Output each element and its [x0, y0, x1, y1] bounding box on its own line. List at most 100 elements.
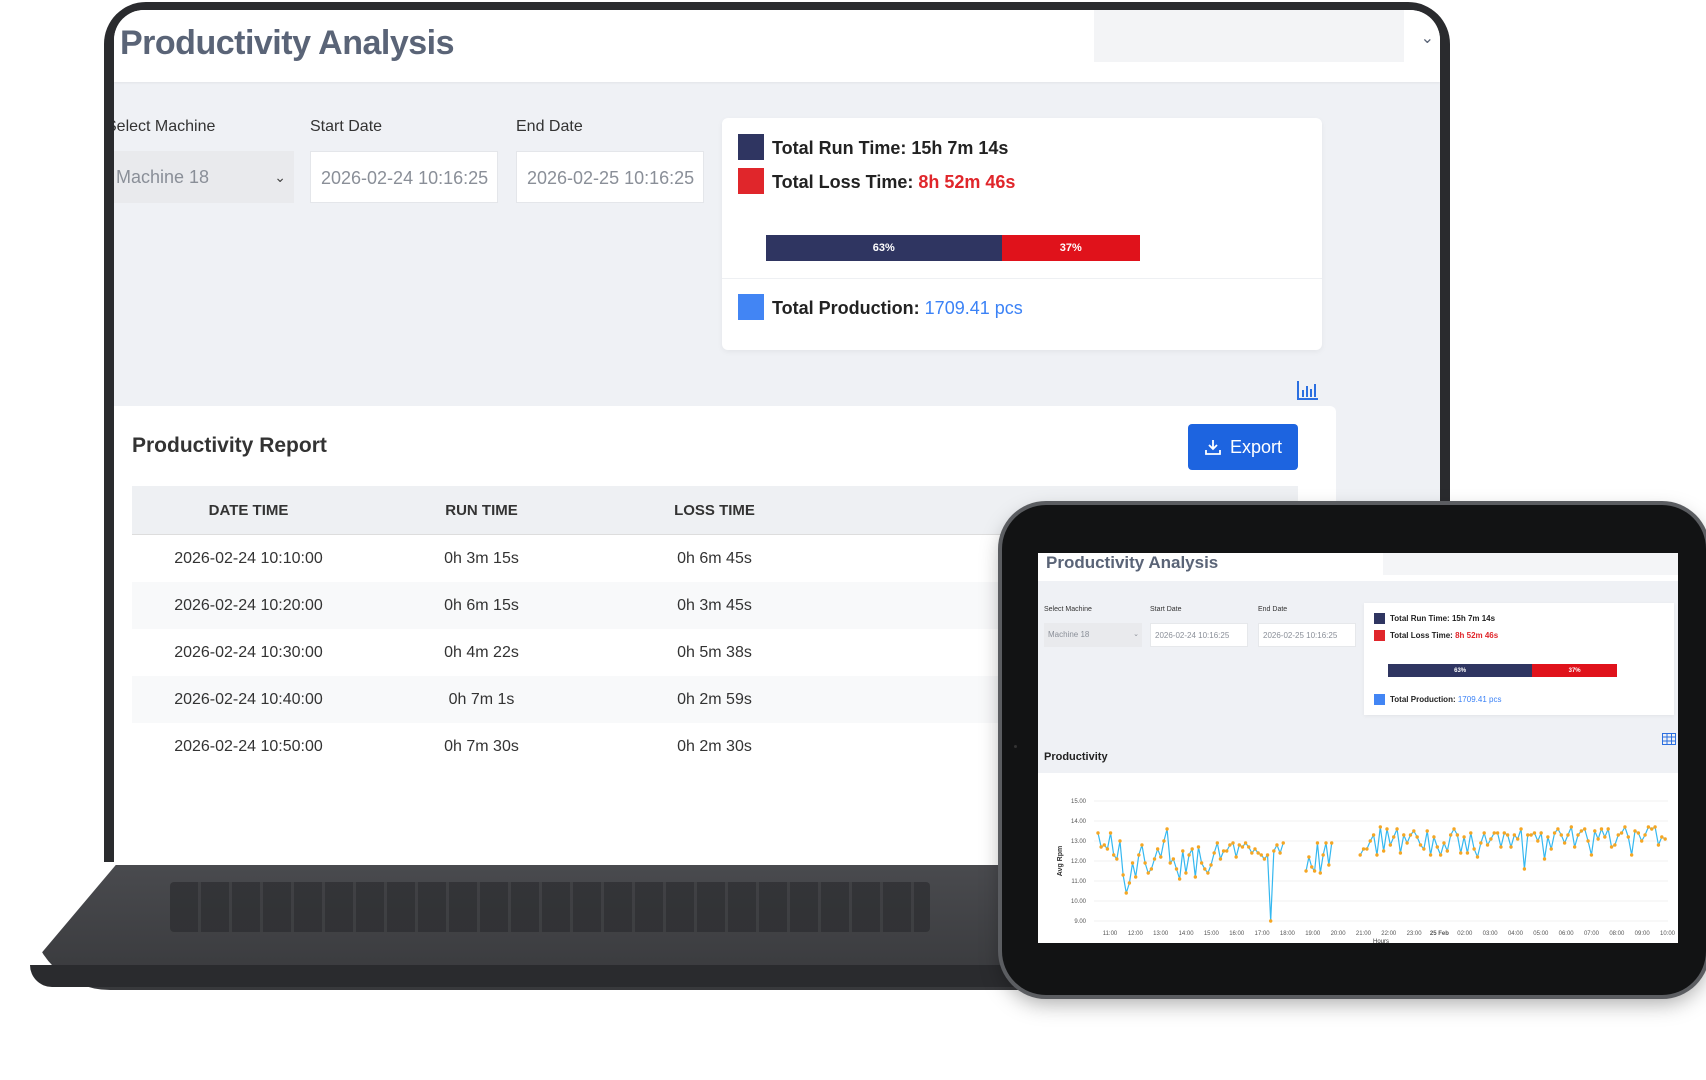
series-line: [1305, 842, 1333, 874]
data-point: [1304, 869, 1308, 873]
series-line: [1359, 824, 1666, 870]
data-point: [1452, 827, 1456, 831]
tablet-start-date-input[interactable]: 2026-02-24 10:16:25: [1150, 623, 1248, 647]
data-point: [1240, 845, 1245, 849]
data-point: [1583, 827, 1587, 831]
table-row: 2026-02-24 10:30:00 0h 4m 22s 0h 5m 38s: [132, 629, 1298, 676]
chevron-down-icon[interactable]: ⌄: [1420, 30, 1434, 47]
data-point: [1388, 843, 1393, 847]
cell-date-time: 2026-02-24 10:30:00: [174, 643, 323, 661]
data-point: [1275, 843, 1279, 847]
data-point: [1482, 831, 1486, 835]
x-tick-label: 04:00: [1508, 931, 1524, 937]
x-tick-label: 09:00: [1635, 931, 1651, 937]
column-header-run-time[interactable]: RUN TIME: [445, 501, 518, 519]
cell-date-time: 2026-02-24 10:50:00: [174, 737, 323, 755]
machine-label: Select Machine: [114, 118, 216, 135]
tablet-loss-time-label: Total Loss Time:: [1390, 631, 1453, 640]
data-point: [1418, 843, 1423, 847]
table-row: 2026-02-24 10:10:00 0h 3m 15s 0h 6m 45s: [132, 535, 1298, 582]
data-point: [1505, 833, 1510, 837]
tablet-loss-time-value: 8h 52m 46s: [1455, 631, 1499, 640]
data-point: [1253, 847, 1257, 851]
export-button[interactable]: Export: [1188, 424, 1298, 470]
x-tick-label: 13:00: [1153, 931, 1169, 937]
tablet-production-label: Total Production:: [1390, 695, 1456, 704]
cell-date-time: 2026-02-24 10:40:00: [174, 690, 323, 708]
y-tick-label: 14.00: [1071, 819, 1087, 825]
data-point: [1184, 871, 1188, 875]
data-point: [1422, 847, 1426, 851]
data-point: [1629, 853, 1634, 857]
data-point: [1405, 841, 1409, 845]
data-point: [1428, 853, 1433, 857]
machine-select[interactable]: Machine 18 ⌄: [114, 151, 294, 203]
data-point: [1321, 853, 1325, 857]
table-icon[interactable]: [1662, 733, 1676, 745]
run-bar-segment: 63%: [766, 235, 1002, 261]
x-tick-label: 03:00: [1483, 931, 1499, 937]
tablet-machine-select[interactable]: Machine 18 ⌄: [1044, 623, 1142, 647]
data-point: [1569, 825, 1574, 829]
data-point: [1408, 833, 1413, 837]
data-point: [1489, 837, 1493, 841]
tablet-loss-bar-segment: 37%: [1532, 664, 1617, 677]
data-point: [1495, 831, 1500, 835]
table-row: 2026-02-24 10:50:00 0h 7m 30s 0h 2m 30s: [132, 723, 1298, 770]
data-point: [1448, 833, 1453, 837]
data-point: [1361, 847, 1366, 851]
data-point: [1469, 831, 1473, 835]
tablet-end-date-input[interactable]: 2026-02-25 10:16:25: [1258, 623, 1356, 647]
data-point: [1262, 857, 1267, 861]
data-point: [1193, 875, 1198, 879]
end-date-input[interactable]: 2026-02-25 10:16:25: [516, 151, 704, 203]
start-date-input[interactable]: 2026-02-24 10:16:25: [310, 151, 498, 203]
data-point: [1206, 871, 1210, 875]
tablet-run-time-text: Total Run Time: 15h 7m 14s: [1390, 614, 1495, 623]
header-select[interactable]: [1094, 10, 1404, 62]
data-point: [1516, 837, 1520, 841]
cell-date-time: 2026-02-24 10:20:00: [174, 596, 323, 614]
data-point: [1609, 845, 1614, 849]
data-point: [1368, 839, 1372, 843]
data-point: [1307, 855, 1311, 859]
column-header-loss-time[interactable]: LOSS TIME: [674, 501, 755, 519]
data-point: [1247, 845, 1251, 849]
x-tick-label: 14:00: [1179, 931, 1195, 937]
production-swatch: [738, 294, 764, 320]
data-point: [1365, 847, 1369, 851]
data-point: [1143, 861, 1147, 865]
data-point: [1310, 865, 1314, 869]
data-point: [1552, 831, 1557, 835]
tablet-header-select[interactable]: [1383, 553, 1678, 575]
data-point: [1168, 861, 1172, 865]
column-header-date-time[interactable]: DATE TIME: [208, 501, 289, 519]
page-header: Productivity Analysis ⌄: [114, 10, 1440, 82]
production-text: Total Production: 1709.41 pcs: [772, 298, 1023, 319]
data-point: [1539, 831, 1543, 835]
data-point: [1225, 849, 1229, 853]
x-tick-label: 25 Feb: [1430, 931, 1449, 937]
page-title: Productivity Analysis: [120, 24, 455, 62]
data-point: [1599, 827, 1604, 831]
bar-chart-icon[interactable]: [1296, 378, 1320, 402]
series-line: [1097, 828, 1284, 922]
data-point: [1281, 841, 1285, 845]
x-tick-label: 15:00: [1204, 931, 1220, 937]
data-point: [1115, 857, 1119, 861]
loss-time-label: Total Loss Time:: [772, 172, 914, 192]
summary-divider: [722, 278, 1322, 279]
loss-time-text: Total Loss Time: 8h 52m 46s: [772, 172, 1015, 193]
data-point: [1187, 853, 1191, 857]
tablet-camera: [1014, 745, 1017, 748]
tablet-screen: Productivity Analysis Select Machine Mac…: [1038, 553, 1678, 943]
data-point: [1536, 839, 1540, 843]
tablet-loss-time-text: Total Loss Time: 8h 52m 46s: [1390, 631, 1498, 640]
data-point: [1526, 833, 1530, 837]
cell-loss-time: 0h 5m 38s: [677, 643, 752, 661]
export-label: Export: [1229, 436, 1283, 457]
tablet-start-date-label: Start Date: [1150, 606, 1182, 613]
data-point: [1589, 853, 1594, 857]
x-tick-label: 05:00: [1533, 931, 1549, 937]
data-point: [1140, 843, 1144, 847]
